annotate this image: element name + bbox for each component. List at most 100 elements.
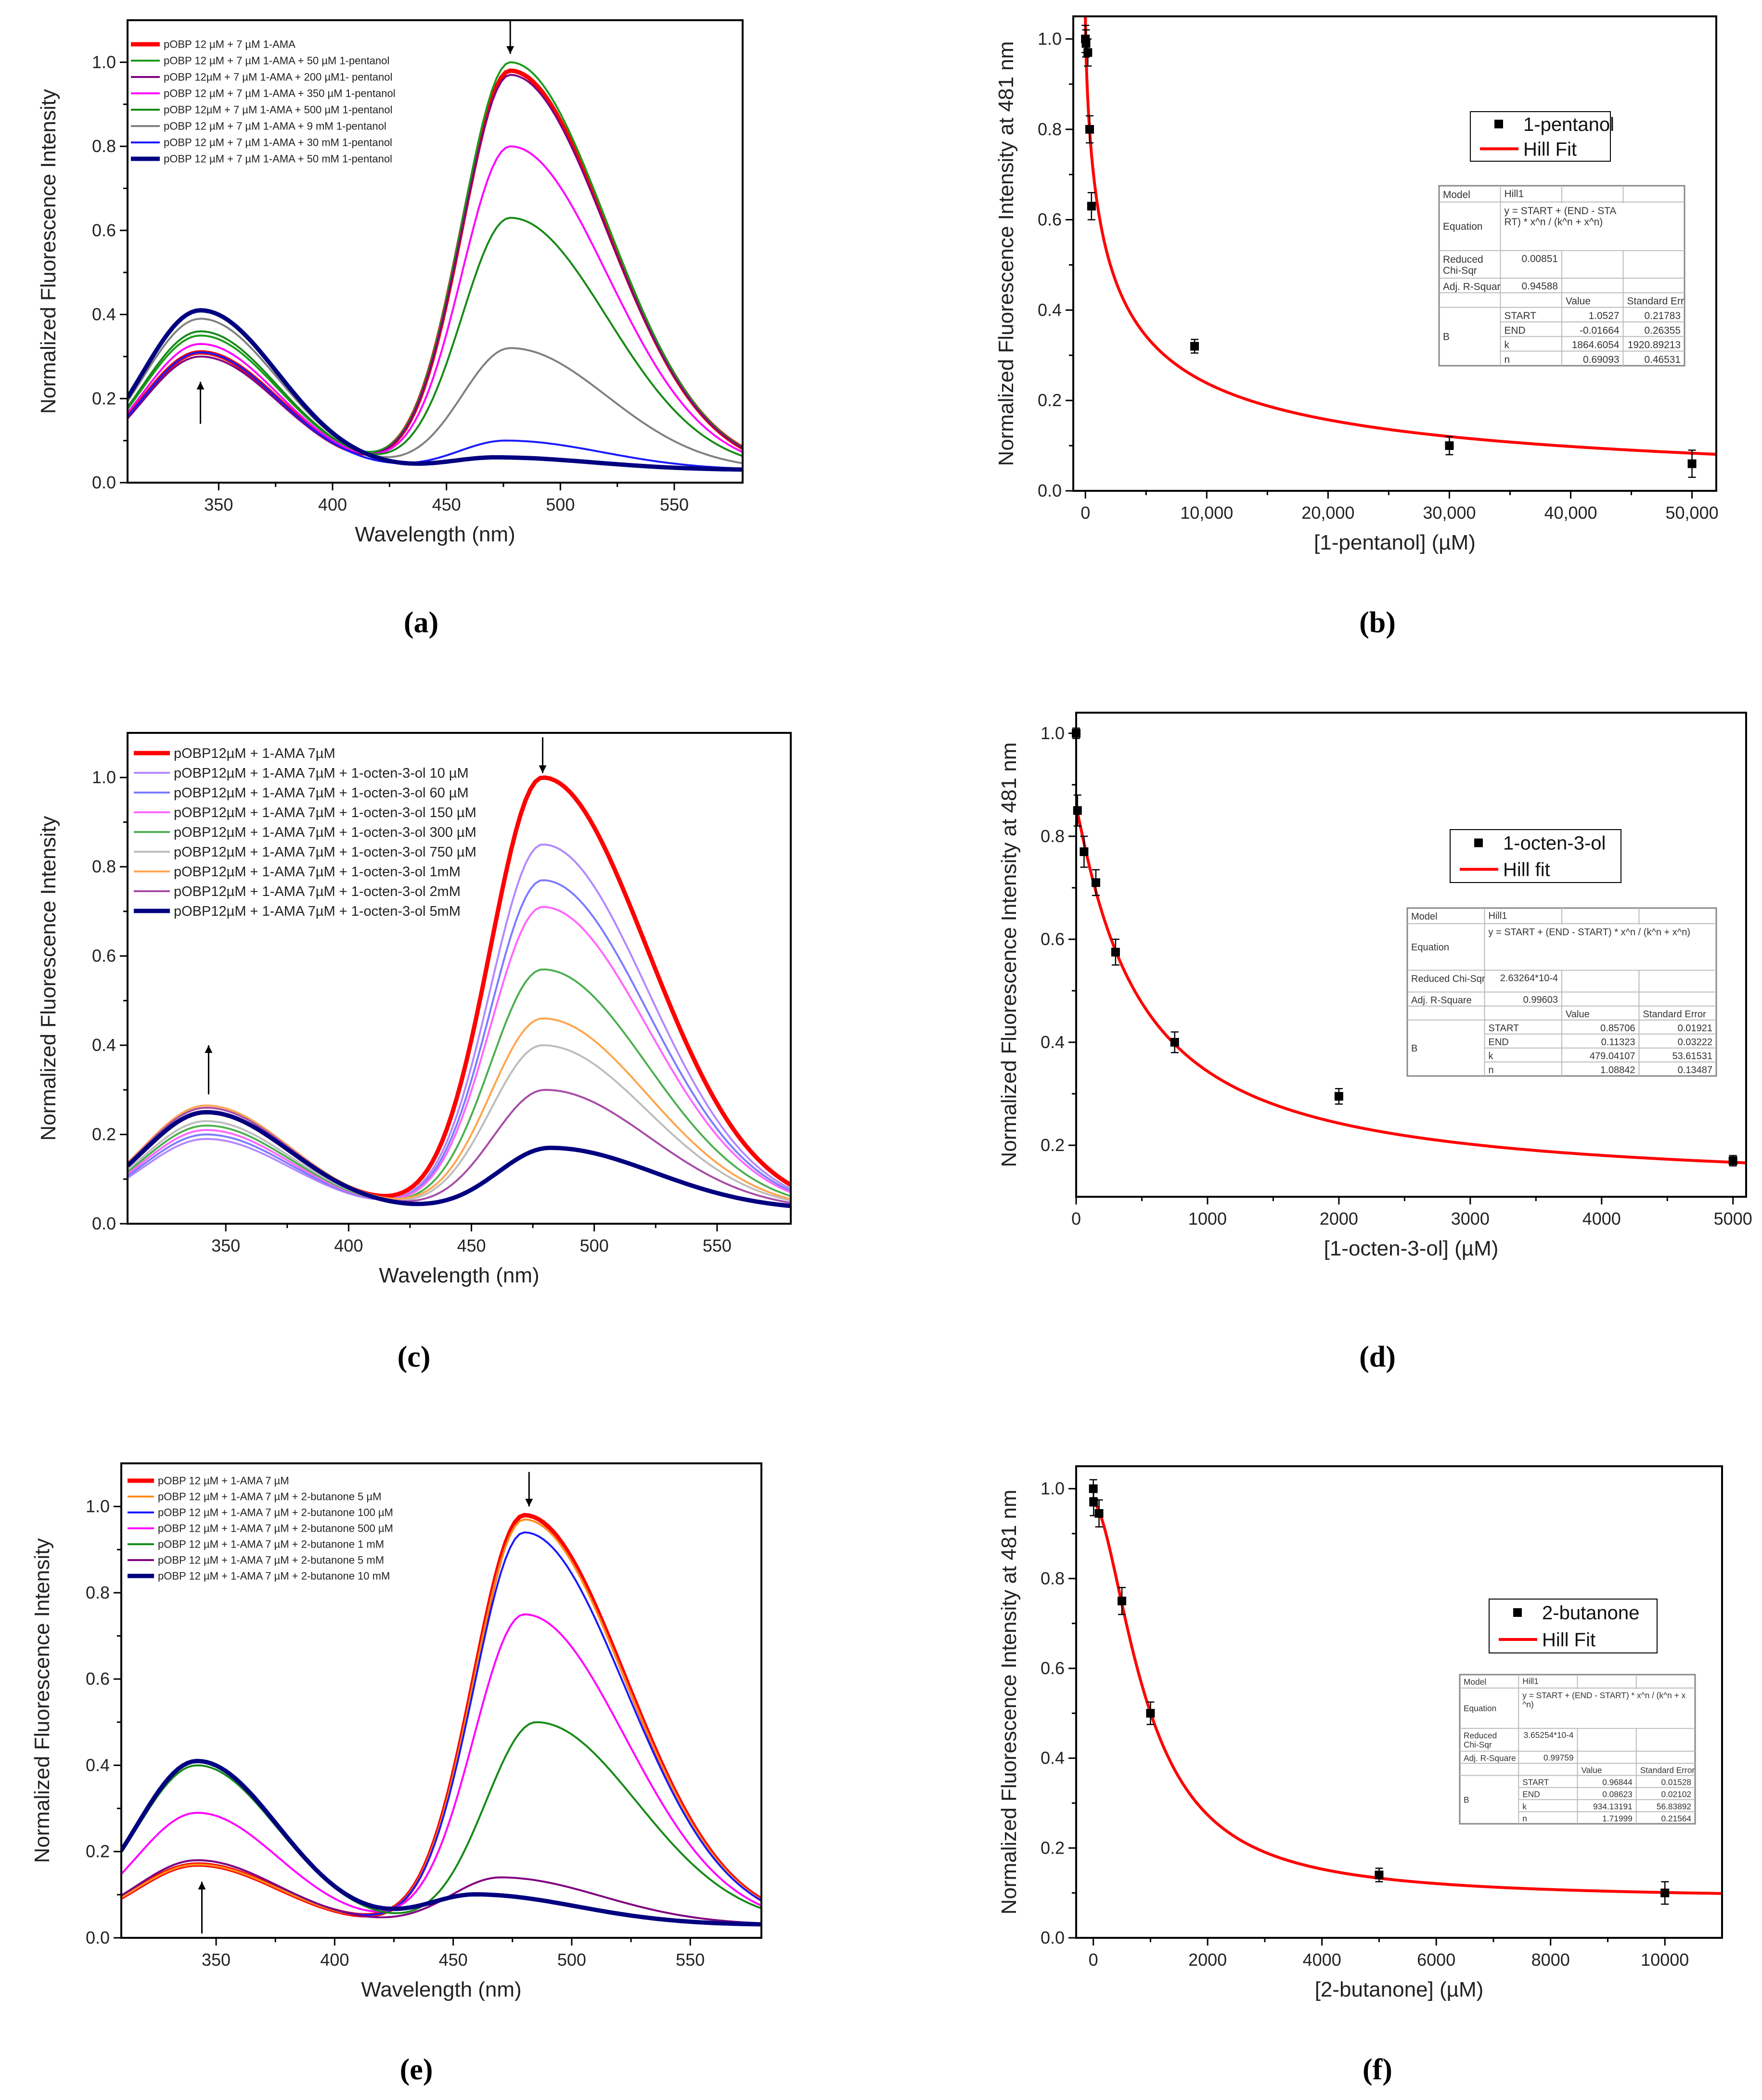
- x-tick-label: 500: [557, 1950, 586, 1970]
- param-name: END: [1489, 1037, 1509, 1048]
- y-tick-label: 0.2: [92, 388, 116, 408]
- data-point: [1170, 1037, 1179, 1047]
- param-name: n: [1522, 1814, 1527, 1823]
- y-tick-label: 1.0: [86, 1497, 110, 1516]
- x-tick-label: 450: [439, 1950, 468, 1970]
- x-tick-label: 500: [546, 495, 575, 514]
- legend-label: 2-butanone: [1542, 1602, 1639, 1624]
- param-error: 0.03222: [1678, 1037, 1712, 1048]
- param-error: 0.13487: [1678, 1065, 1712, 1076]
- data-point: [1190, 342, 1199, 351]
- param-name: START: [1522, 1778, 1549, 1787]
- y-tick-label: 0.2: [86, 1842, 110, 1861]
- spectrum-line-1: [128, 843, 791, 1201]
- legend-label: pOBP 12µM + 7 µM 1-AMA + 200 µM1- pentan…: [164, 71, 392, 83]
- y-tick-label: 0.2: [1038, 390, 1062, 410]
- param-name: START: [1505, 310, 1537, 321]
- table-value: 3.65254*10-4: [1524, 1730, 1574, 1740]
- spectrum-line-7: [128, 308, 743, 472]
- y-axis-label: Normalized Fluorescence Intensity at 481…: [994, 41, 1018, 466]
- spectrum-line-2: [128, 74, 743, 455]
- table-label: Reduced: [1464, 1731, 1497, 1741]
- legend-label: pOBP 12 µM + 1-AMA 7 µM + 2-butanone 5 µ…: [158, 1491, 381, 1503]
- data-point: [1073, 806, 1082, 815]
- param-error: 0.21564: [1661, 1814, 1691, 1823]
- x-tick-label: 1000: [1188, 1209, 1227, 1229]
- param-value: -0.01664: [1580, 325, 1619, 336]
- y-tick-label: 0.4: [1041, 1748, 1065, 1768]
- fit-results-table: Model Hill1 Equation y = START + (END - STA…: [1459, 1674, 1696, 1825]
- legend-point-marker: [1494, 119, 1503, 128]
- x-tick-label: 20,000: [1301, 503, 1354, 523]
- x-tick-label: 0: [1089, 1950, 1098, 1970]
- data-point: [1089, 1498, 1098, 1507]
- x-tick-label: 350: [211, 1236, 240, 1255]
- panel-d: 0 1000 2000 3000 4000 5000 0.2 0.4 0.6 0.8 1.0 [1-o…: [997, 712, 1752, 1373]
- y-tick-label: 0.0: [92, 1214, 116, 1233]
- param-error: 0.01921: [1678, 1023, 1712, 1034]
- y-tick-label: 0.0: [86, 1928, 110, 1947]
- panel-label: (e): [400, 2053, 433, 2086]
- axes-frame: [1072, 15, 1717, 492]
- x-tick-label: 350: [204, 495, 233, 514]
- panel-c: 350 400 450 500 550 0.0 0.2 0.4 0.6 0.8 1.0 Wavelen…: [37, 732, 792, 1373]
- arrowhead: [198, 1882, 206, 1890]
- param-error: 56.83892: [1657, 1802, 1691, 1811]
- param-error: 0.21783: [1645, 310, 1681, 321]
- table-header: Standard Error: [1643, 1009, 1707, 1020]
- spectrum-line-1: [128, 61, 743, 453]
- param-value: 934.13191: [1593, 1802, 1633, 1811]
- y-axis-label: Normalized Fluorescence Intensity: [30, 1538, 54, 1863]
- y-axis-label: Normalized Fluorescence Intensity at 481…: [997, 1490, 1021, 1915]
- y-tick-label: 0.6: [86, 1669, 110, 1689]
- legend-label: pOBP12µM + 1-AMA 7µM + 1-octen-3-ol 1mM: [174, 864, 461, 880]
- param-value: 0.85706: [1600, 1023, 1635, 1034]
- y-tick-label: 0.6: [1041, 929, 1065, 949]
- table-label: Equation: [1411, 942, 1449, 953]
- panel-label: (f): [1363, 2053, 1392, 2086]
- x-tick-label: 2000: [1188, 1950, 1227, 1970]
- legend-label: pOBP 12 µM + 1-AMA 7 µM + 2-butanone 500…: [158, 1523, 393, 1535]
- legend-label: pOBP 12 µM + 7 µM 1-AMA + 50 mM 1-pentan…: [164, 153, 392, 165]
- legend-label: pOBP 12 µM + 1-AMA 7 µM + 2-butanone 10 …: [158, 1570, 390, 1582]
- axes-frame: [127, 19, 744, 484]
- data-point: [1334, 1092, 1343, 1101]
- table-label: Chi-Sqr: [1464, 1740, 1492, 1750]
- table-header: Value: [1566, 296, 1591, 307]
- y-tick-label: 0.2: [1041, 1838, 1065, 1857]
- y-tick-label: 0.4: [92, 305, 116, 324]
- param-value: 0.96844: [1602, 1778, 1633, 1787]
- table-label: Reduced Chi-Sqr: [1411, 973, 1485, 984]
- param-error: 0.26355: [1645, 325, 1681, 336]
- spectrum-line-5: [121, 1859, 761, 1924]
- x-axis-label: Wavelength (nm): [361, 1978, 521, 2001]
- x-tick-label: 400: [318, 495, 347, 514]
- table-header: Value: [1582, 1765, 1602, 1775]
- x-axis-label: [1-pentanol] (µM): [1314, 531, 1476, 554]
- legend-label: pOBP12µM + 1-AMA 7µM + 1-octen-3-ol 10 µ…: [174, 766, 469, 781]
- data-point: [1087, 202, 1096, 211]
- y-tick-label: 0.4: [92, 1035, 116, 1055]
- axes-frame: [127, 732, 792, 1225]
- param-value: 1.0527: [1589, 310, 1620, 321]
- spectrum-line-5: [128, 318, 743, 464]
- data-point: [1445, 441, 1454, 450]
- y-tick-label: 0.8: [92, 136, 116, 156]
- x-tick-label: 0: [1080, 503, 1090, 523]
- y-tick-label: 0.0: [92, 473, 116, 492]
- data-point: [1080, 847, 1089, 856]
- param-name: n: [1489, 1065, 1494, 1076]
- y-tick-label: 0.8: [1038, 119, 1062, 139]
- spectrum-line-7: [128, 1088, 791, 1204]
- x-tick-label: 4000: [1303, 1950, 1341, 1970]
- legend-label: pOBP12µM + 1-AMA 7µM + 1-octen-3-ol 2mM: [174, 884, 461, 899]
- hill-fit-curve: [1076, 805, 1746, 1165]
- y-axis-label: Normalized Fluorescence Intensity: [37, 816, 60, 1141]
- axes-frame: [1075, 1465, 1723, 1939]
- legend-label: 1-octen-3-ol: [1503, 833, 1606, 854]
- y-tick-label: 0.6: [1038, 210, 1062, 230]
- equation-text: RT) * x^n / (k^n + x^n): [1505, 217, 1603, 228]
- data-point: [1687, 459, 1697, 468]
- fit-results-table: Model Hill1 Equation y = START + (END - STA…: [1438, 185, 1685, 367]
- table-label: Model: [1411, 911, 1438, 922]
